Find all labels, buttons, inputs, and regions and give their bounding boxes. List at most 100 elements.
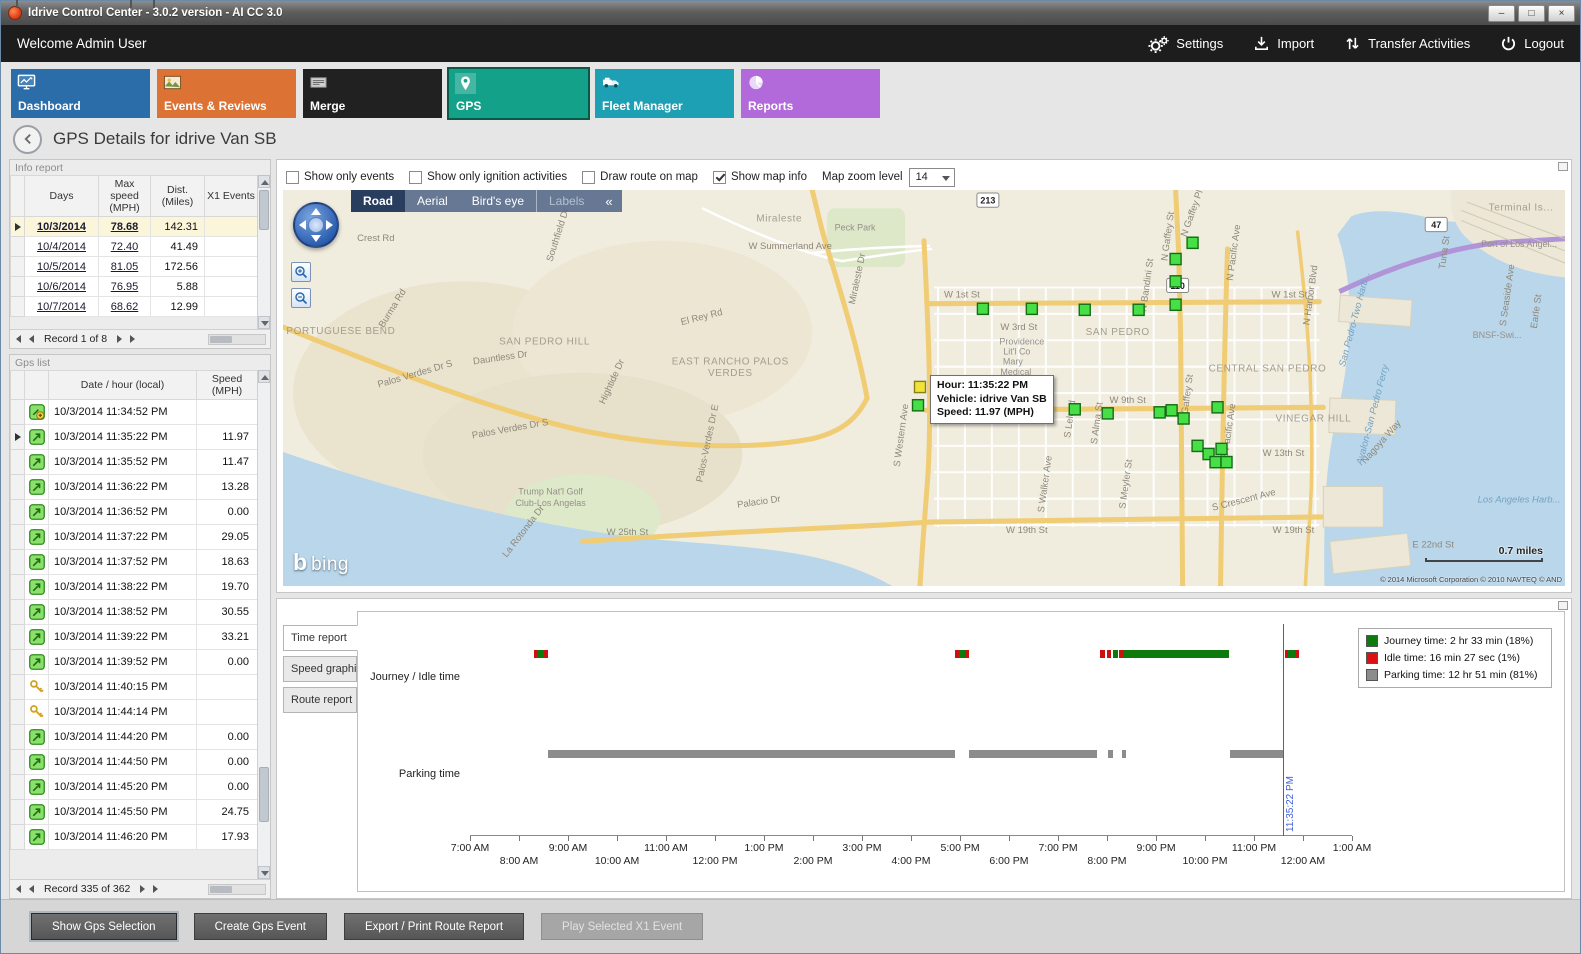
gps-row[interactable]: 10/3/2014 11:38:52 PM 30.55 xyxy=(10,599,258,625)
day-link-cell[interactable]: 10/4/2014 xyxy=(24,236,99,257)
gps-row[interactable]: 10/3/2014 11:38:22 PM 19.70 xyxy=(10,574,258,600)
gps-marker[interactable] xyxy=(1169,298,1182,312)
info-report-row[interactable]: 10/3/2014 78.68 142.31 xyxy=(10,216,258,237)
module-tab-reports[interactable]: Reports xyxy=(741,69,880,118)
info-report-row[interactable]: 10/6/2014 76.95 5.88 xyxy=(10,276,258,297)
tab-speed-graphic[interactable]: Speed graphic xyxy=(283,656,357,682)
day-link-cell[interactable]: 10/5/2014 xyxy=(24,256,99,277)
max-speed-link-cell[interactable]: 68.62 xyxy=(98,296,151,317)
gps-marker[interactable] xyxy=(1202,447,1215,461)
gps-marker[interactable] xyxy=(1169,252,1182,266)
checkbox-show-only-ignition-activities[interactable]: Show only ignition activities xyxy=(409,170,567,184)
info-report-row[interactable]: 10/5/2014 81.05 172.56 xyxy=(10,256,258,277)
next-page-button[interactable] xyxy=(138,884,147,894)
gps-row[interactable]: 10/3/2014 11:40:15 PM xyxy=(10,674,258,700)
info-horizontal-scrollbar[interactable] xyxy=(208,333,266,345)
gps-row[interactable]: 10/3/2014 11:37:52 PM 18.63 xyxy=(10,549,258,575)
gps-marker[interactable] xyxy=(1169,275,1182,288)
gps-horizontal-scrollbar[interactable] xyxy=(208,883,266,895)
gps-marker[interactable] xyxy=(1177,412,1190,425)
gps-marker[interactable] xyxy=(1209,455,1222,469)
map-pan-compass[interactable] xyxy=(293,202,339,248)
module-tab-fleet[interactable]: Fleet Manager xyxy=(595,69,734,118)
map-style-aerial[interactable]: Aerial xyxy=(417,194,448,208)
gps-marker[interactable] xyxy=(1025,302,1039,316)
gps-marker[interactable] xyxy=(911,398,925,412)
module-tab-events[interactable]: Events & Reviews xyxy=(157,69,296,118)
checkbox-show-map-info[interactable]: Show map info xyxy=(712,170,807,184)
module-tab-dashboard[interactable]: Dashboard xyxy=(11,69,150,118)
gps-marker[interactable] xyxy=(1191,439,1204,453)
zoom-in-button[interactable] xyxy=(291,262,311,282)
gps-row[interactable]: 10/3/2014 11:35:22 PM 11.97 xyxy=(10,424,258,450)
collapse-map-bar-button[interactable]: « xyxy=(605,193,613,209)
tab-time-report[interactable]: Time report xyxy=(283,625,358,651)
maximize-map-panel-button[interactable] xyxy=(1558,162,1568,171)
gps-marker[interactable] xyxy=(1101,407,1114,420)
gps-row[interactable]: 10/3/2014 11:39:52 PM 0.00 xyxy=(10,649,258,675)
checkbox-show-only-events[interactable]: Show only events xyxy=(286,170,394,184)
gps-marker[interactable] xyxy=(1153,406,1166,419)
maximize-button[interactable]: □ xyxy=(1518,4,1545,22)
max-speed-link-cell[interactable]: 81.05 xyxy=(98,256,151,277)
map-zoom-level-select[interactable]: 14 xyxy=(908,167,955,187)
show-gps-selection-button[interactable]: Show Gps Selection xyxy=(31,913,177,940)
minimize-button[interactable]: – xyxy=(1488,4,1515,22)
last-page-button[interactable] xyxy=(151,0,160,894)
first-page-button[interactable] xyxy=(14,0,23,894)
export-print-route-report-button[interactable]: Export / Print Route Report xyxy=(343,913,525,940)
prev-page-button[interactable] xyxy=(27,884,36,894)
day-link-cell[interactable]: 10/6/2014 xyxy=(24,276,99,297)
gps-row[interactable]: 10/3/2014 11:45:20 PM 0.00 xyxy=(10,774,258,800)
gps-row[interactable]: 10/3/2014 11:44:50 PM 0.00 xyxy=(10,749,258,775)
import-button[interactable]: Import xyxy=(1253,35,1314,53)
gps-row[interactable]: 10/3/2014 11:35:52 PM 11.47 xyxy=(10,449,258,475)
gps-marker[interactable] xyxy=(1068,403,1081,416)
gps-marker[interactable] xyxy=(1186,236,1199,250)
day-link-cell[interactable]: 10/3/2014 xyxy=(24,216,99,237)
close-button[interactable]: × xyxy=(1548,4,1575,22)
back-button[interactable] xyxy=(13,124,42,154)
next-page-button[interactable] xyxy=(115,334,124,344)
logout-button[interactable]: Logout xyxy=(1500,35,1564,53)
gps-row[interactable]: 10/3/2014 11:45:50 PM 24.75 xyxy=(10,799,258,825)
gps-marker[interactable] xyxy=(976,302,990,316)
day-link-cell[interactable]: 10/7/2014 xyxy=(24,296,99,317)
max-speed-link-cell[interactable]: 72.40 xyxy=(98,236,151,257)
gps-row[interactable]: 10/3/2014 11:44:14 PM xyxy=(10,699,258,725)
gps-marker[interactable] xyxy=(1220,455,1233,469)
gps-row[interactable]: 10/3/2014 11:46:20 PM 17.93 xyxy=(10,824,258,850)
gps-row[interactable]: 10/3/2014 11:39:22 PM 33.21 xyxy=(10,624,258,650)
zoom-out-button[interactable] xyxy=(291,288,311,308)
last-page-button[interactable] xyxy=(128,0,137,344)
max-speed-link-cell[interactable]: 78.68 xyxy=(98,216,151,237)
settings-button[interactable]: Settings xyxy=(1148,35,1223,53)
gps-row[interactable]: 10/3/2014 11:34:52 PM xyxy=(10,399,258,425)
max-speed-link-cell[interactable]: 76.95 xyxy=(98,276,151,297)
gps-marker[interactable] xyxy=(1211,400,1224,414)
gps-marker[interactable] xyxy=(1165,404,1178,417)
first-page-button[interactable] xyxy=(14,0,23,344)
gps-vertical-scrollbar[interactable] xyxy=(257,370,270,879)
info-report-row[interactable]: 10/4/2014 72.40 41.49 xyxy=(10,236,258,257)
info-report-table[interactable]: Days Max speed (MPH) Dist. (Miles) X1 Event… xyxy=(10,175,258,317)
gps-list-table[interactable]: Date / hour (local) Speed (MPH) 10/3/2014 … xyxy=(10,370,258,850)
module-tab-merge[interactable]: Merge xyxy=(303,69,442,118)
gps-row[interactable]: 10/3/2014 11:36:22 PM 13.28 xyxy=(10,474,258,500)
maximize-chart-panel-button[interactable] xyxy=(1558,601,1568,610)
gps-marker[interactable] xyxy=(1132,303,1145,317)
create-gps-event-button[interactable]: Create Gps Event xyxy=(193,913,327,940)
transfer-activities-button[interactable]: Transfer Activities xyxy=(1344,35,1470,53)
gps-row[interactable]: 10/3/2014 11:36:52 PM 0.00 xyxy=(10,499,258,525)
map-style-road[interactable]: Road xyxy=(351,190,405,212)
map-style-bird-s-eye[interactable]: Bird's eye xyxy=(471,194,524,208)
selected-gps-marker[interactable] xyxy=(913,380,927,394)
gps-marker[interactable] xyxy=(1215,442,1228,456)
module-tab-gps[interactable]: GPS xyxy=(447,67,590,120)
checkbox-draw-route-on-map[interactable]: Draw route on map xyxy=(582,170,698,184)
map-style-labels[interactable]: Labels xyxy=(536,190,596,212)
info-report-row[interactable]: 10/7/2014 68.62 12.99 xyxy=(10,296,258,317)
prev-page-button[interactable] xyxy=(27,334,36,344)
